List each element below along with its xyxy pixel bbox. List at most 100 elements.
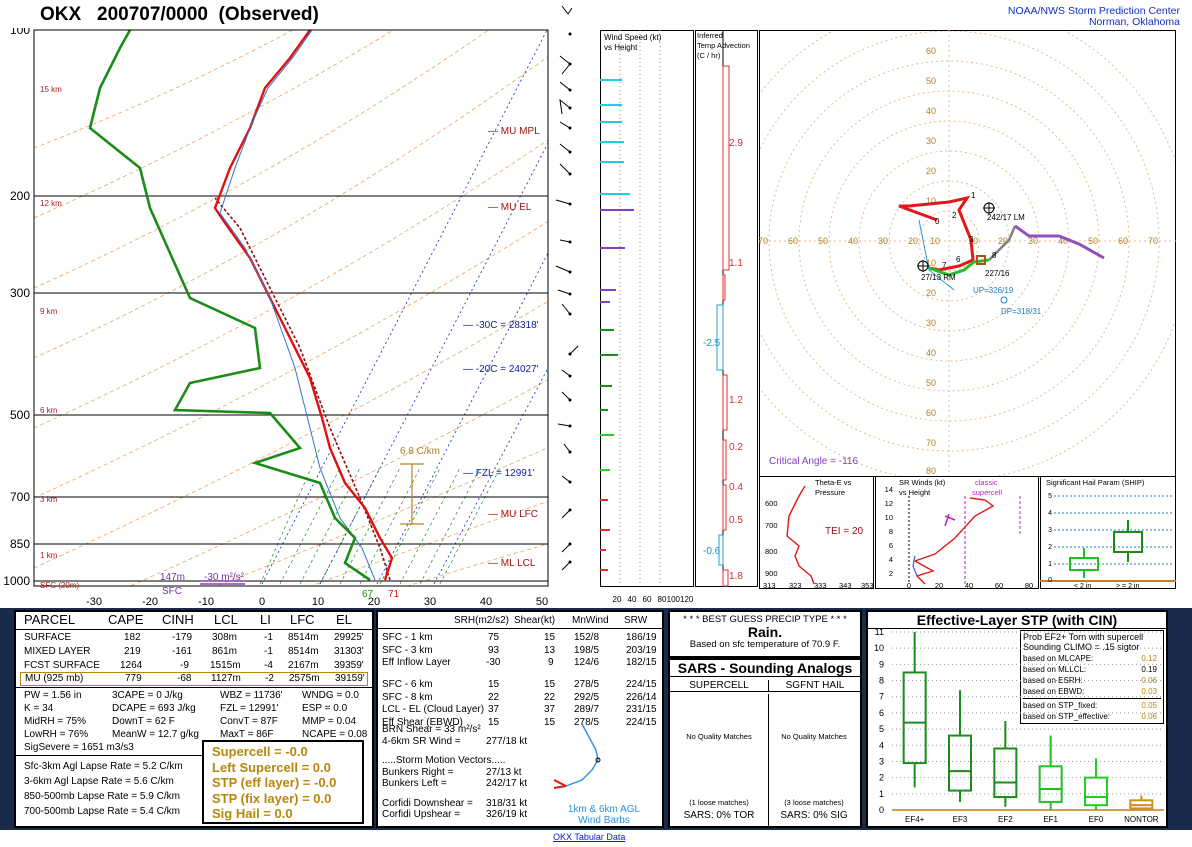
advection-value: 1.1	[729, 258, 743, 269]
lcl-header: LCL	[214, 612, 238, 627]
critical-angle-label: Critical Angle = -116	[769, 456, 858, 467]
srwinds-h-tick: 14	[885, 485, 893, 494]
temperature-tick: 10	[312, 596, 324, 608]
temperature-axis: -30 -20 -10 0 10 20 30 40 50	[86, 596, 548, 608]
pressure-label: 1000	[3, 574, 30, 588]
hodograph-x-tick: 30	[878, 236, 888, 246]
lapse-rates: Sfc-3km Agl Lapse Rate = 5.2 C/km 3-6km A…	[24, 761, 183, 817]
barbs-legend: 1km & 6km AGL Wind Barbs	[567, 804, 641, 826]
ship-y-tick: 2	[1048, 544, 1052, 551]
hodograph-x-tick: 70	[1148, 236, 1158, 246]
wind-speed-axis: 20 40 60 80 100120	[613, 595, 694, 604]
ml-lcl-label: — ML LCL	[488, 558, 536, 569]
stp-y-tick: 8	[879, 676, 884, 686]
stp-y-tick: 5	[879, 724, 884, 734]
stp-y-tick: 10	[874, 643, 884, 653]
sfc-label: SFC	[162, 586, 182, 597]
classic-supercell-label-1: classic	[975, 478, 998, 487]
kinematic-panel: SRH(m2/s2) Shear(kt) MnWind SRW SFC - 1 km 7…	[376, 610, 664, 828]
sars-col-hail: SGFNT HAIL	[768, 680, 861, 692]
height-label: 12 km	[40, 199, 62, 208]
hodograph-point-2: 2	[952, 211, 957, 220]
pressure-label: 100	[10, 28, 30, 37]
hodograph-x-tick: 20	[908, 236, 918, 246]
mu-mpl-label: — MU MPL	[488, 126, 540, 137]
hodograph-point-0: 0	[935, 217, 940, 226]
indices-grid: PW = 1.56 in 3CAPE = 0 J/kg WBZ = 11736' WN…	[24, 690, 368, 753]
hodograph-axis-x: 70 60 50 40 30 20 10 10 20 30 40 50 60 7…	[759, 236, 1158, 246]
pressure-label: 300	[10, 286, 30, 300]
precip-panel: * * * BEST GUESS PRECIP TYPE * * * Rain.…	[668, 610, 862, 658]
hodograph-x-tick: 50	[1088, 236, 1098, 246]
stp-y-tick: 2	[879, 773, 884, 783]
stp-box	[948, 734, 972, 792]
theta-t-tick: 323	[789, 581, 802, 590]
hodograph-y-tick: 10	[926, 258, 936, 268]
stp-box	[993, 747, 1018, 799]
fzl-label: — FZL = 12991'	[463, 468, 534, 479]
hodograph-x-tick: 40	[848, 236, 858, 246]
hodograph-y-tick: 70	[926, 438, 936, 448]
hodograph-y-tick: 10	[926, 196, 936, 206]
theta-t-tick: 353	[861, 581, 874, 590]
org-line-2: Norman, Oklahoma	[1088, 16, 1180, 28]
hodograph-x-tick: 10	[930, 236, 940, 246]
temperature-tick: -10	[198, 596, 214, 608]
lapse-rate-label: 6.8 C/km	[400, 446, 440, 457]
upshear-label: UP=326/19	[973, 286, 1014, 295]
advection-value: 1.2	[729, 395, 743, 406]
wind-panel-title-1: Wind Speed (kt)	[604, 33, 662, 42]
ship-y-tick: 3	[1048, 527, 1052, 534]
theta-t-tick: 333	[814, 581, 827, 590]
srwinds-h-tick: 8	[889, 527, 893, 536]
wind-speed-tick: 80	[658, 595, 667, 604]
hodograph-y-tick: 40	[926, 348, 936, 358]
cinh-header: CINH	[162, 612, 194, 627]
height-label: 15 km	[40, 85, 62, 94]
li-header: LI	[260, 612, 271, 627]
left-mover-label: 242/17 LM	[987, 213, 1025, 222]
temperature-tick: 50	[536, 596, 548, 608]
stp-y-tick: 1	[879, 789, 884, 799]
classic-supercell-label-2: supercell	[972, 488, 1002, 497]
stp-y-tick: 4	[879, 740, 884, 750]
height-axis: 15 km 12 km 9 km 6 km 3 km 1 km SFC (20m…	[40, 85, 79, 590]
precip-value: Rain.	[747, 624, 783, 640]
sars-title: SARS - Sounding Analogs	[670, 660, 860, 677]
sfc-temp-label: 71	[388, 589, 400, 600]
tabular-data-link[interactable]: OKX Tabular Data	[553, 832, 626, 842]
hodograph-axis-y: 60 50 40 30 20 10 10 20 30 40 50 60 70 8…	[926, 46, 936, 476]
hodograph-point-8: 8	[992, 251, 997, 260]
mu-el-label: — MU EL	[488, 202, 532, 213]
wind-speed-panel: Wind Speed (kt) vs Height 20 40 60 80 10…	[600, 30, 694, 604]
parcel-panel: PARCEL CAPE CINH LCL LI LFC EL SURFACE 18…	[14, 610, 374, 828]
theta-p-tick: 800	[765, 547, 778, 556]
stp-panel: Effective-Layer STP (with CIN) Prob EF2+…	[866, 610, 1168, 828]
hodograph-x-tick: 20	[998, 236, 1008, 246]
ship-x-label: < 2 in	[1074, 583, 1091, 590]
srwinds-h-tick: 2	[889, 569, 893, 578]
precip-note: Based on sfc temperature of 70.9 F.	[689, 639, 841, 650]
hodograph-x-tick: 30	[1028, 236, 1038, 246]
hodograph-y-tick: 50	[926, 76, 936, 86]
minus30-label: — -30C = 28318'	[463, 320, 539, 331]
advection-value: 0.2	[729, 442, 743, 453]
height-label: 3 km	[40, 495, 58, 504]
srwinds-x-tick: 60	[995, 581, 1003, 590]
temperature-tick: 40	[480, 596, 492, 608]
temperature-tick: 20	[368, 596, 380, 608]
composite-params: Supercell = -0.0 Left Supercell = 0.0 STP …	[202, 740, 364, 824]
sars-loose-1: (1 loose matches)	[689, 798, 749, 807]
stp-x-label: EF1	[1043, 815, 1058, 824]
ship-y-tick: 1	[1048, 561, 1052, 568]
ship-y-tick: 4	[1048, 510, 1052, 517]
org-line-1: NOAA/NWS Storm Prediction Center	[1007, 5, 1180, 17]
sr-winds-panel: SR Winds (kt) vs Height classic supercel…	[875, 476, 1039, 590]
sars-pct-sig: SARS: 0% SIG	[780, 810, 848, 821]
hodograph-x-tick: 10	[968, 236, 978, 246]
kinematic-extra: BRN Shear = 33 m²/s² 4-6km SR Wind = 277/…	[382, 724, 528, 820]
theta-p-tick: 700	[765, 521, 778, 530]
advection-panel: Inferred Temp Advection (C / hr) 2.9 1.1…	[695, 30, 758, 587]
temperature-tick: -20	[142, 596, 158, 608]
